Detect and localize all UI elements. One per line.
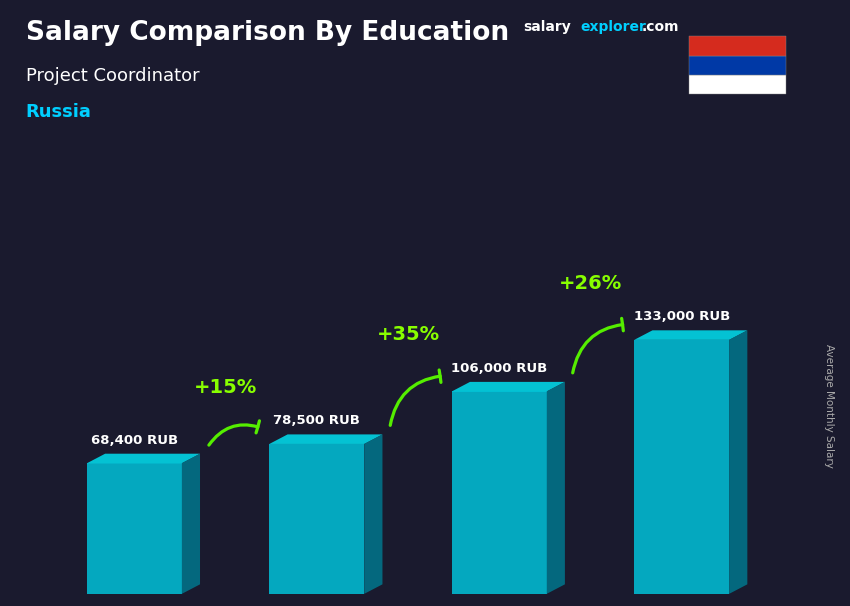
Text: Salary Comparison By Education: Salary Comparison By Education	[26, 21, 508, 46]
Text: salary: salary	[523, 20, 570, 35]
Text: Average Monthly Salary: Average Monthly Salary	[824, 344, 834, 468]
Polygon shape	[182, 454, 200, 594]
Polygon shape	[269, 444, 364, 594]
Polygon shape	[547, 382, 565, 594]
Polygon shape	[452, 391, 547, 594]
Text: +35%: +35%	[377, 325, 439, 344]
Polygon shape	[729, 330, 747, 594]
Text: Russia: Russia	[26, 103, 91, 121]
Text: .com: .com	[642, 20, 679, 35]
Text: 78,500 RUB: 78,500 RUB	[274, 415, 360, 427]
Polygon shape	[87, 454, 200, 463]
Polygon shape	[634, 330, 747, 340]
Text: Project Coordinator: Project Coordinator	[26, 67, 199, 85]
Text: +15%: +15%	[194, 378, 258, 396]
Polygon shape	[634, 340, 729, 594]
Polygon shape	[269, 435, 382, 444]
Text: +26%: +26%	[558, 273, 622, 293]
Text: 106,000 RUB: 106,000 RUB	[451, 362, 547, 375]
Polygon shape	[87, 463, 182, 594]
Polygon shape	[452, 382, 565, 391]
Text: 133,000 RUB: 133,000 RUB	[633, 310, 730, 324]
Text: explorer: explorer	[581, 20, 647, 35]
Polygon shape	[364, 435, 382, 594]
Text: 68,400 RUB: 68,400 RUB	[91, 434, 178, 447]
